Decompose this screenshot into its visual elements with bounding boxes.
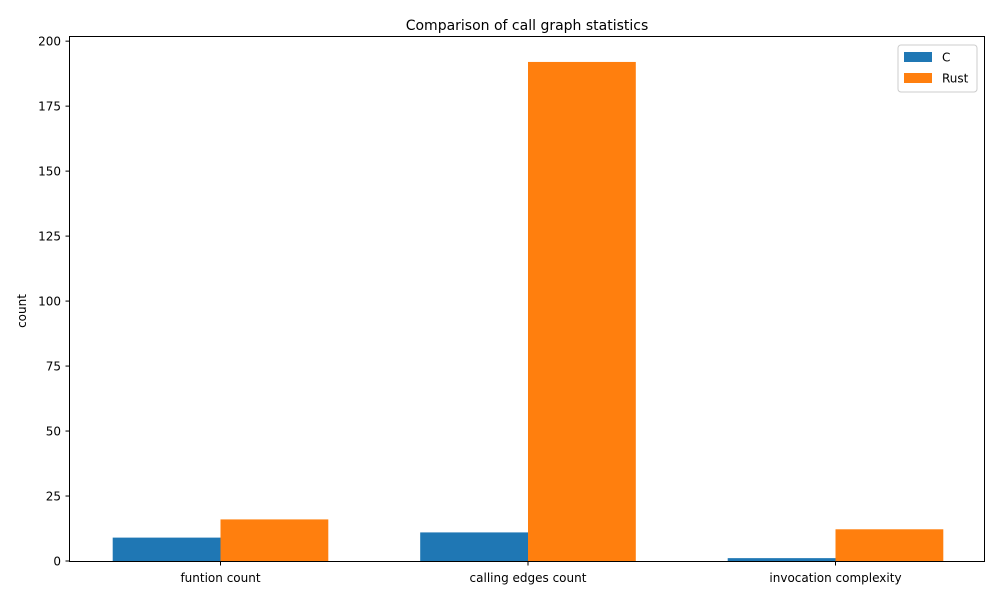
y-axis-label: count <box>15 294 29 328</box>
legend-label-rust: Rust <box>942 72 969 86</box>
bar-c-funtion-count <box>112 537 221 561</box>
x-tick-label: calling edges count <box>470 571 587 585</box>
legend-swatch-c <box>904 52 932 62</box>
legend-swatch-rust <box>904 73 932 83</box>
bar-c-invocation-complexity <box>727 558 836 561</box>
y-tick-label: 25 <box>46 489 61 503</box>
legend: C Rust <box>897 44 978 93</box>
bar-c-calling-edges-count <box>420 532 528 561</box>
y-tick-label: 100 <box>38 294 61 308</box>
chart-title: Comparison of call graph statistics <box>406 18 649 34</box>
plot-frame <box>69 36 985 562</box>
y-tick-label: 75 <box>46 359 61 373</box>
plot-area <box>112 61 944 561</box>
y-tick-label: 200 <box>38 34 61 48</box>
legend-label-c: C <box>942 51 950 65</box>
x-tick-label: invocation complexity <box>769 571 901 585</box>
bar-rust-funtion-count <box>220 519 329 561</box>
y-axis: 0 25 50 75 100 125 150 175 200 <box>38 34 70 568</box>
y-tick-label: 0 <box>53 554 61 568</box>
bar-rust-calling-edges-count <box>528 61 636 561</box>
x-tick-label: funtion count <box>180 571 260 585</box>
x-axis: funtion count calling edges count invocati… <box>180 561 902 585</box>
bar-rust-invocation-complexity <box>835 529 944 561</box>
y-tick-label: 125 <box>38 229 61 243</box>
y-tick-label: 50 <box>46 424 61 438</box>
y-tick-label: 150 <box>38 164 61 178</box>
y-tick-label: 175 <box>38 99 61 113</box>
